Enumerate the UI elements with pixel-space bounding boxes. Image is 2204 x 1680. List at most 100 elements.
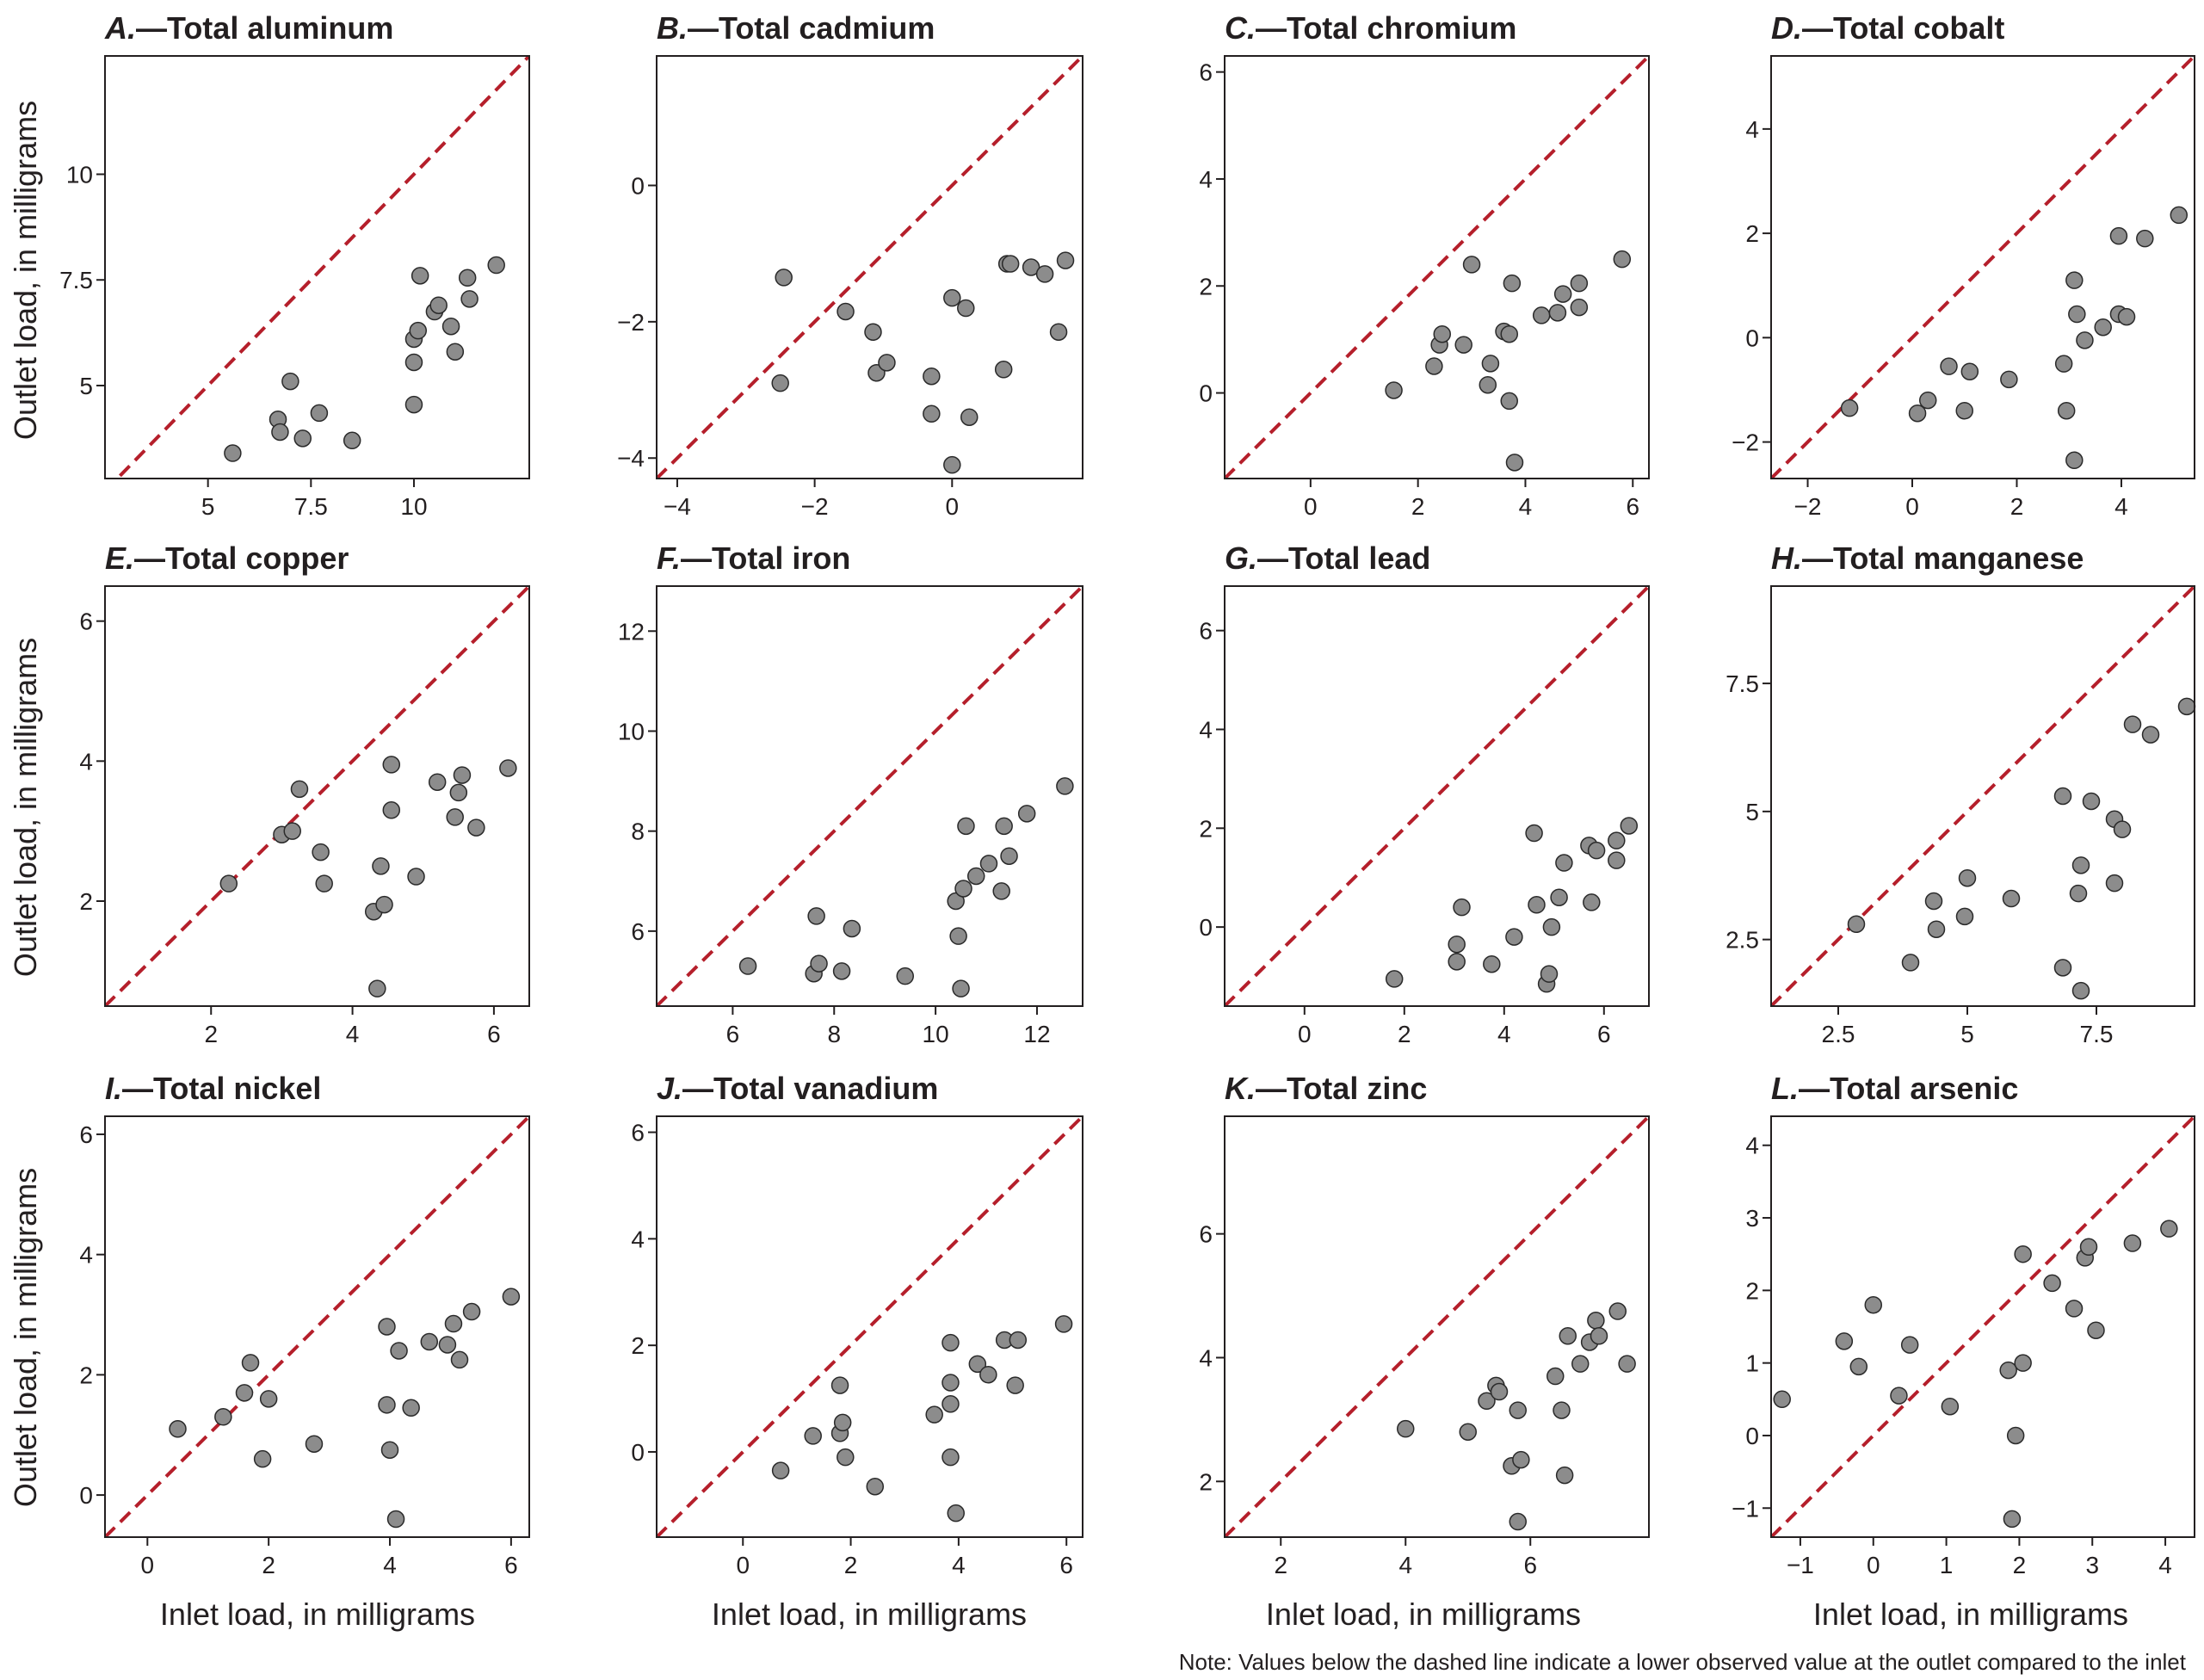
x-tick-label: 2 xyxy=(844,1552,858,1578)
panel-title-text: —Total nickel xyxy=(122,1071,321,1106)
data-point xyxy=(771,374,789,392)
y-tick-label: −1 xyxy=(1732,1495,1759,1522)
data-point xyxy=(1847,915,1866,934)
data-point xyxy=(1525,824,1543,843)
panel-title: K.—Total zinc xyxy=(1225,1071,1427,1106)
data-point xyxy=(2109,226,2128,245)
data-point xyxy=(2014,1245,2032,1263)
data-point xyxy=(2071,981,2090,1000)
data-point xyxy=(305,1435,324,1453)
data-point xyxy=(896,967,914,985)
data-point xyxy=(315,874,333,892)
y-tick-label: 7.5 xyxy=(1726,670,1759,697)
y-tick-label: 0 xyxy=(1199,914,1213,941)
y-tick-label: 4 xyxy=(631,1226,645,1252)
data-point xyxy=(1490,1382,1509,1401)
x-tick-label: 7.5 xyxy=(294,493,328,520)
data-point xyxy=(1608,1302,1627,1320)
panel-letter: G. xyxy=(1225,540,1257,576)
data-point xyxy=(2043,1274,2061,1293)
data-point xyxy=(830,1376,849,1394)
panel-title-text: —Total arsenic xyxy=(1799,1071,2018,1106)
x-tick-label: 3 xyxy=(2085,1552,2099,1578)
footnote: Note: Values below the dashed line indic… xyxy=(1179,1649,2187,1675)
y-tick-label: 4 xyxy=(1745,1133,1759,1159)
panel-total-nickel: I.—Total nickel 0 2 4 6 0 2 4 6 xyxy=(79,1071,530,1578)
panel-total-vanadium: J.—Total vanadium 0 2 4 6 0 2 4 6 xyxy=(631,1071,1083,1578)
data-point xyxy=(441,317,460,336)
reference-line xyxy=(105,586,529,1006)
data-point xyxy=(375,895,393,914)
data-point xyxy=(1500,324,1518,343)
y-tick-label: 4 xyxy=(1199,1344,1213,1371)
data-point xyxy=(1849,1357,1868,1376)
data-point xyxy=(804,1427,822,1445)
data-point xyxy=(941,1333,960,1352)
data-point xyxy=(1608,831,1626,849)
y-tick-label: 0 xyxy=(1199,380,1213,407)
data-point xyxy=(438,1336,457,1354)
data-point xyxy=(1570,298,1589,317)
data-point xyxy=(941,1395,960,1413)
data-point xyxy=(312,843,330,862)
data-point xyxy=(1840,398,1859,417)
data-point xyxy=(995,817,1013,836)
data-point xyxy=(2065,1300,2084,1318)
data-point xyxy=(1924,892,1943,911)
y-tick-label: 1 xyxy=(1745,1350,1759,1377)
panel-letter: I. xyxy=(105,1071,122,1106)
plot-frame xyxy=(1224,1115,1650,1538)
data-point xyxy=(960,408,979,426)
panel-letter: C. xyxy=(1225,10,1256,46)
y-tick-label: 6 xyxy=(79,608,93,635)
data-point xyxy=(169,1420,187,1438)
x-tick-label: −1 xyxy=(1787,1552,1814,1578)
panel-title: E.—Total copper xyxy=(105,540,349,576)
y-tick-label: 8 xyxy=(631,818,645,845)
data-point xyxy=(2094,318,2112,337)
data-point xyxy=(1570,274,1589,293)
data-point xyxy=(1459,1423,1477,1441)
data-point xyxy=(1547,1367,1565,1386)
data-point xyxy=(1553,285,1572,303)
y-tick-label: 3 xyxy=(1745,1205,1759,1232)
x-tick-label: 10 xyxy=(400,493,427,520)
data-point xyxy=(775,269,793,287)
panel-letter: F. xyxy=(657,540,681,576)
x-tick-label: 2 xyxy=(1398,1021,1411,1047)
plot-frame xyxy=(1224,55,1650,479)
data-point xyxy=(947,1504,966,1522)
panel-title-text: —Total iron xyxy=(681,540,850,576)
x-tick-label: −2 xyxy=(801,493,829,520)
data-point xyxy=(404,353,423,372)
data-point xyxy=(832,962,851,980)
panel-title: F.—Total iron xyxy=(657,540,850,576)
data-point xyxy=(1960,362,1979,380)
x-tick-label: −2 xyxy=(1794,493,1822,520)
data-point xyxy=(281,372,299,391)
plot-frame xyxy=(1770,585,2195,1007)
x-tick-label: 4 xyxy=(346,1021,360,1047)
panel-title: I.—Total nickel xyxy=(105,1071,321,1106)
x-tick-label: 5 xyxy=(201,493,215,520)
data-point xyxy=(2003,1510,2022,1529)
data-point xyxy=(837,1448,855,1467)
data-point xyxy=(1571,1355,1590,1373)
data-point xyxy=(446,808,464,826)
data-point xyxy=(1448,935,1466,954)
data-point xyxy=(2123,1234,2142,1252)
data-point xyxy=(1479,375,1497,394)
panel-title: B.—Total cadmium xyxy=(657,10,935,46)
data-point xyxy=(1835,1332,1854,1350)
data-point xyxy=(1478,1392,1496,1411)
data-point xyxy=(382,756,401,774)
data-point xyxy=(224,444,242,462)
y-tick-label: 0 xyxy=(631,1439,645,1466)
data-point xyxy=(738,957,757,975)
data-point xyxy=(771,1461,790,1479)
y-tick-label: 6 xyxy=(631,1120,645,1146)
x-tick-label: 4 xyxy=(952,1552,966,1578)
panel-title-text: —Total vanadium xyxy=(682,1071,938,1106)
data-point xyxy=(1618,1355,1636,1373)
data-point xyxy=(458,269,477,287)
